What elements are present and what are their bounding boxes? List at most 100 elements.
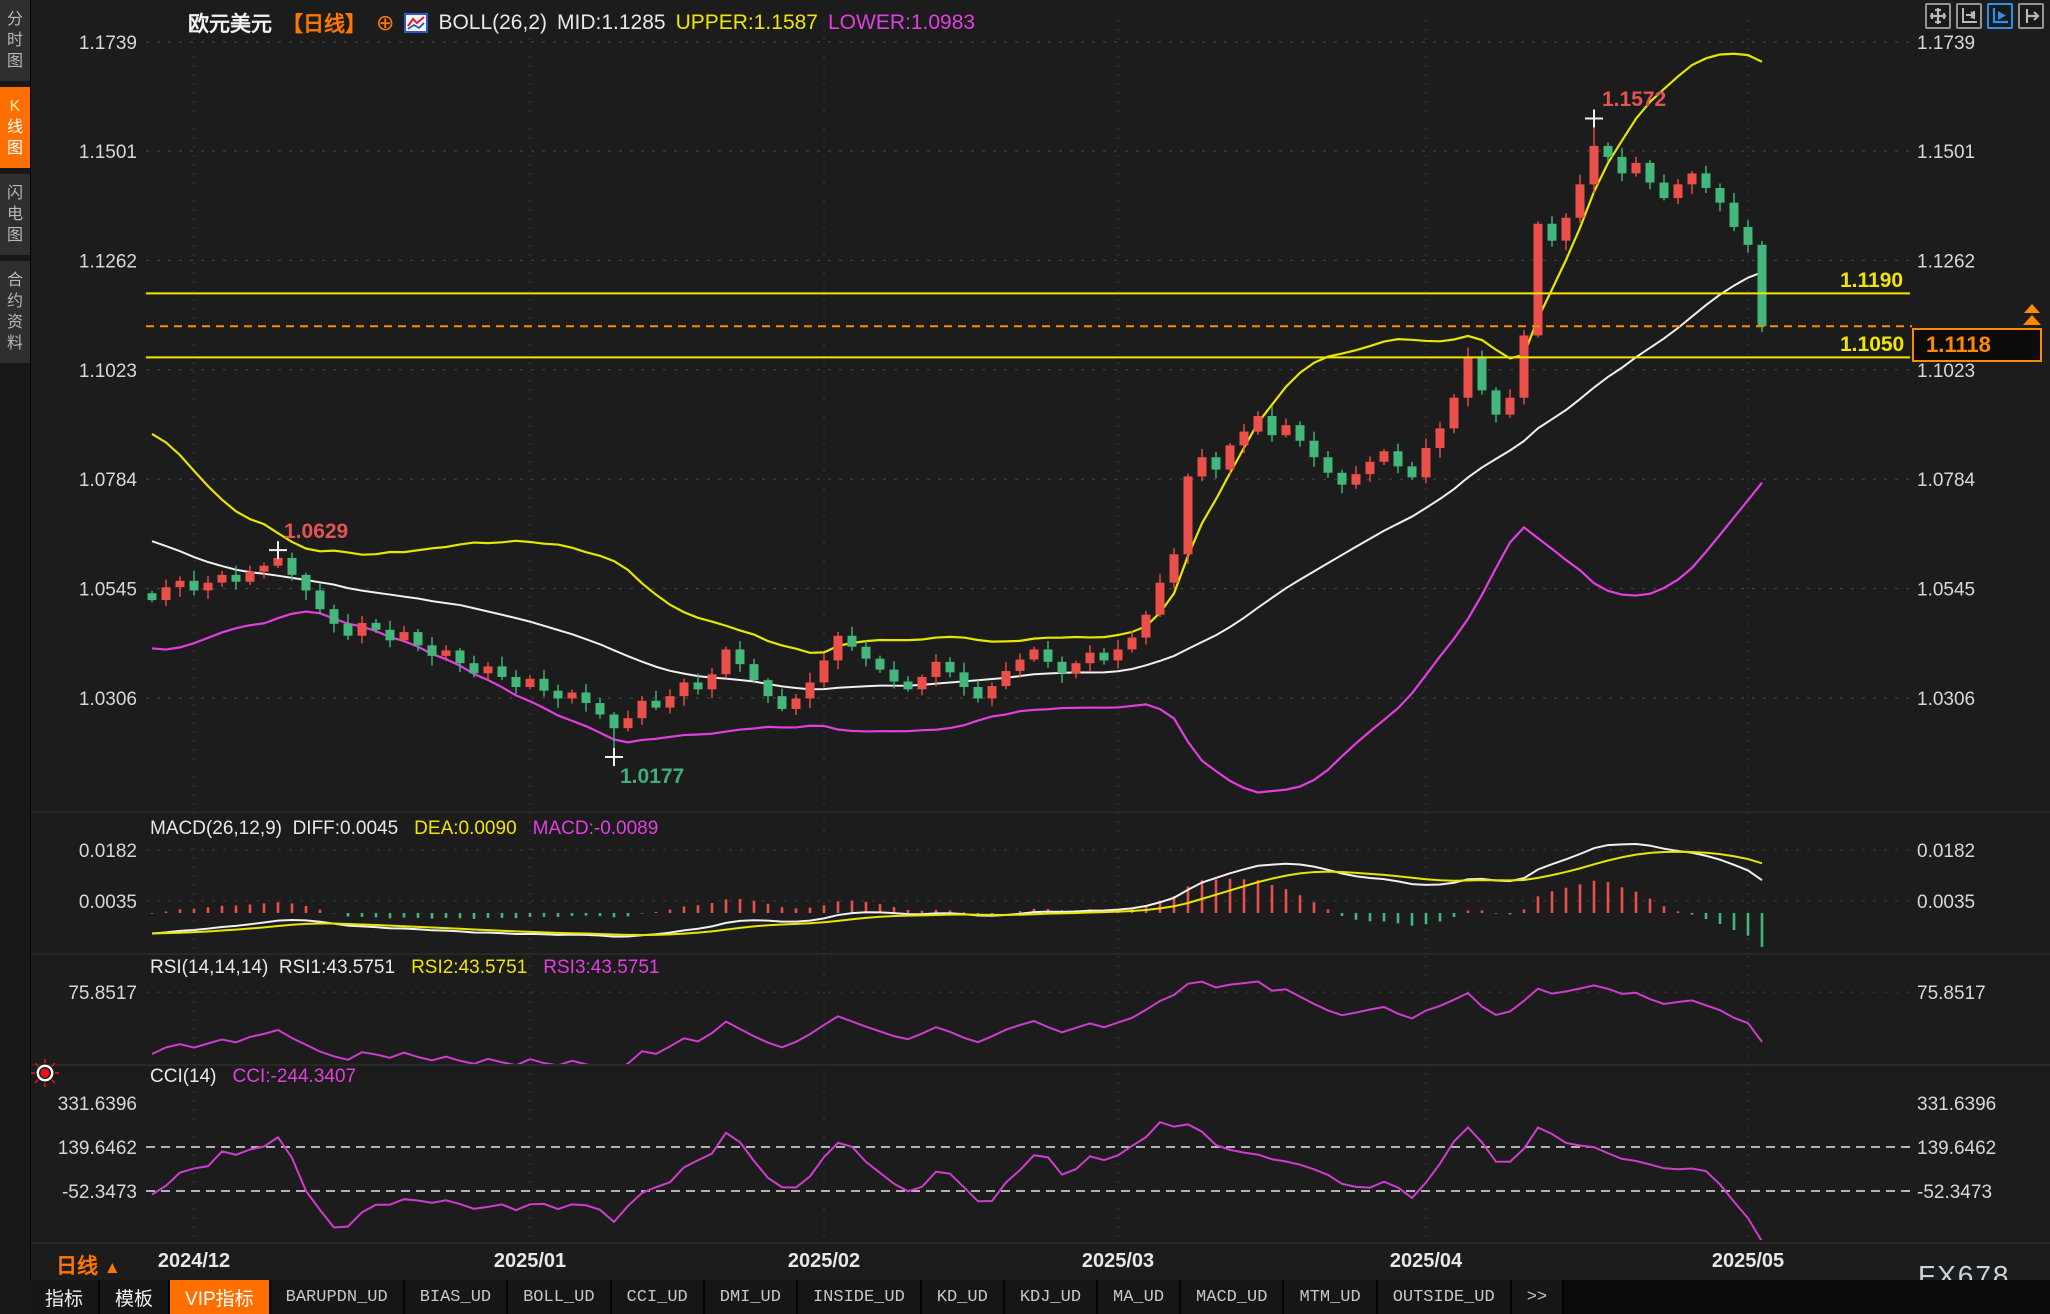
toolbar-item-1[interactable]: 指标 xyxy=(30,1280,101,1314)
candle-body xyxy=(1281,425,1291,436)
candle-body xyxy=(1547,223,1557,241)
toolbar-item-10[interactable]: KD_UD xyxy=(921,1280,1005,1314)
toolbar-item-7[interactable]: CCI_UD xyxy=(611,1280,705,1314)
toolbar-item-2[interactable]: 模板 xyxy=(100,1280,171,1314)
rsi-title: RSI(14,14,14) xyxy=(150,957,269,978)
candle-body xyxy=(595,703,605,715)
toolbar-item-3[interactable]: VIP指标 xyxy=(170,1280,271,1314)
shift-right-icon[interactable] xyxy=(2018,3,2044,29)
axis-tick-label: 139.6462 xyxy=(58,1138,137,1159)
candle-body xyxy=(623,718,633,729)
sidebar-tab-4[interactable]: 合约资料 xyxy=(0,261,30,363)
candle-body xyxy=(1729,202,1739,227)
axis-scale-icon[interactable] xyxy=(1956,3,1982,29)
candle-body xyxy=(497,666,507,677)
candle-body xyxy=(1449,397,1459,429)
candle-body xyxy=(1715,188,1725,203)
add-indicator-icon[interactable]: ⊕ xyxy=(376,10,395,35)
x-axis-label: 2025/04 xyxy=(1389,1250,1463,1272)
axis-tick-label: 1.1023 xyxy=(79,361,137,382)
swing-swing-high: 1.1572 xyxy=(1602,88,1667,112)
candle-body xyxy=(1197,457,1207,477)
candle-body xyxy=(945,661,955,673)
toolbar-item-15[interactable]: OUTSIDE_UD xyxy=(1377,1280,1512,1314)
toolbar-item-8[interactable]: DMI_UD xyxy=(704,1280,798,1314)
alarm-icon[interactable] xyxy=(30,1058,60,1088)
candle-body xyxy=(1141,614,1151,638)
axis-tick-label: 1.0306 xyxy=(79,689,137,710)
candle-body xyxy=(315,590,325,610)
x-axis-label: 2025/01 xyxy=(493,1250,567,1272)
candle-body xyxy=(1589,145,1599,185)
candle-body xyxy=(581,692,591,704)
candle-body xyxy=(483,666,493,674)
rsi2-label: RSI2:43.5751 xyxy=(411,957,528,978)
candle-body xyxy=(217,574,227,583)
axis-tick-label: 1.1739 xyxy=(79,33,137,54)
pan-crosshair-icon[interactable] xyxy=(1925,3,1951,29)
candle-body xyxy=(1295,425,1305,441)
candle-body xyxy=(1001,670,1011,687)
candle-body xyxy=(1743,226,1753,245)
candle-body xyxy=(1631,162,1641,174)
candle-body xyxy=(1757,244,1767,327)
toolbar-item-6[interactable]: BOLL_UD xyxy=(508,1280,612,1314)
toolbar-item-14[interactable]: MTM_UD xyxy=(1284,1280,1378,1314)
toolbar-item-11[interactable]: KDJ_UD xyxy=(1004,1280,1099,1314)
candle-body xyxy=(1225,445,1235,470)
axis-tick-label: 0.0035 xyxy=(1917,892,1975,913)
candle-body xyxy=(1505,397,1515,415)
axis-tick-label: -52.3473 xyxy=(62,1182,137,1203)
support-level-label: 1.1050 xyxy=(1840,333,1905,357)
toolbar-item-5[interactable]: BIAS_UD xyxy=(404,1280,509,1314)
toolbar-item-16[interactable]: >> xyxy=(1511,1280,1565,1314)
candle-body xyxy=(273,557,283,566)
candle-body xyxy=(917,676,927,690)
swing-swing-low: 1.0177 xyxy=(620,765,685,789)
toolbar-item-9[interactable]: INSIDE_UD xyxy=(797,1280,922,1314)
candle-body xyxy=(721,649,731,675)
candle-body xyxy=(1267,416,1277,436)
candle-body xyxy=(231,574,241,582)
axis-tick-label: 0.0035 xyxy=(79,892,137,913)
x-axis-label: 2025/05 xyxy=(1711,1250,1785,1272)
candle-body xyxy=(875,658,885,670)
price-up-arrow-icon xyxy=(2024,304,2040,313)
x-axis-label: 2024/12 xyxy=(157,1250,231,1272)
sidebar-tab-1[interactable]: 分时图 xyxy=(0,0,30,81)
candle-body xyxy=(1043,649,1053,662)
period-selector[interactable]: 日线 ▲ xyxy=(56,1250,121,1280)
macd-title: MACD(26,12,9) xyxy=(150,818,282,839)
boll-upper-band xyxy=(151,52,1763,654)
candle-body xyxy=(987,686,997,699)
sidebar-tab-3[interactable]: 闪电图 xyxy=(0,174,30,255)
axis-play-icon[interactable] xyxy=(1987,3,2013,29)
period-selector-arrow-icon: ▲ xyxy=(103,1258,121,1277)
period-tag[interactable]: 【日线】 xyxy=(282,13,366,36)
toolbar-item-12[interactable]: MA_UD xyxy=(1098,1280,1182,1314)
candle-body xyxy=(1421,448,1431,478)
toolbar-item-4[interactable]: BARUPDN_UD xyxy=(270,1280,405,1314)
candle-body xyxy=(1561,217,1571,241)
bottom-toolbar: 指标 模板 VIP指标 BARUPDN_UD BIAS_UD BOLL_UD CCI_UD D… xyxy=(30,1280,2050,1314)
chart-toolbar-icons xyxy=(1925,3,2044,29)
candle-body xyxy=(147,593,157,601)
candle-body xyxy=(539,678,549,691)
mini-chart-icon xyxy=(404,13,429,33)
axis-tick-label: 0.0182 xyxy=(79,841,137,862)
candle-body xyxy=(791,698,801,709)
period-selector-label: 日线 xyxy=(56,1255,98,1278)
x-axis-label: 2025/02 xyxy=(787,1250,861,1272)
candle-body xyxy=(903,681,913,690)
toolbar-item-13[interactable]: MACD_UD xyxy=(1181,1280,1285,1314)
candle-body xyxy=(609,714,619,729)
candle-body xyxy=(203,582,213,591)
candle-body xyxy=(259,565,269,572)
axis-tick-label: 1.1739 xyxy=(1917,33,1975,54)
axis-tick-label: 1.0306 xyxy=(1917,689,1975,710)
axis-tick-label: 1.0545 xyxy=(79,580,137,601)
candle-body xyxy=(1407,466,1417,478)
